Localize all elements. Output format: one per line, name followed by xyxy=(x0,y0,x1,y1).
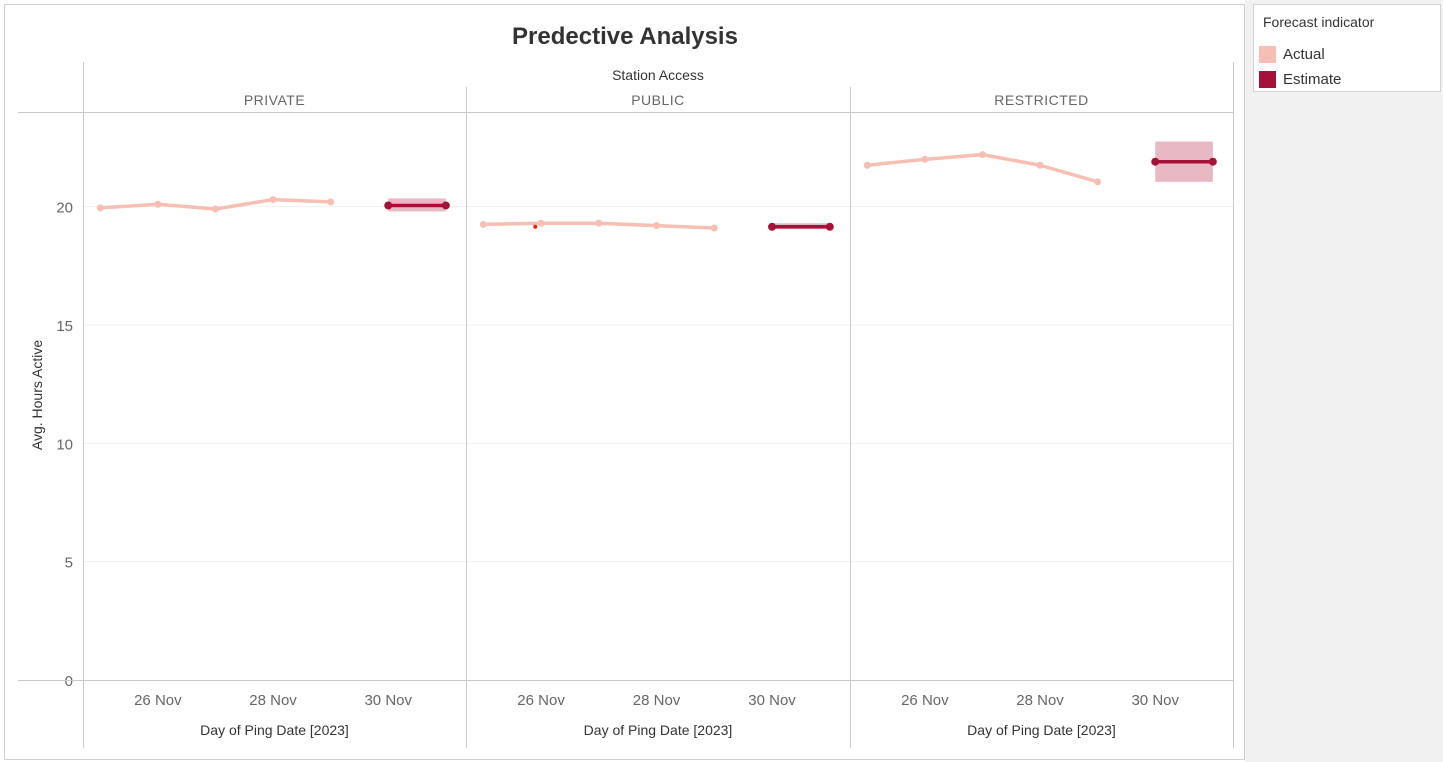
facet-header-private: PRIVATE xyxy=(244,92,305,108)
x-tick-label: 30 Nov xyxy=(748,692,796,709)
x-tick-label: 30 Nov xyxy=(1131,692,1179,709)
chart: Predective Analysis Station Access Avg. … xyxy=(0,0,1245,762)
x-tick-label: 28 Nov xyxy=(249,692,297,709)
highlight-point xyxy=(533,225,537,229)
y-tick-label: 5 xyxy=(65,555,73,572)
estimate-point xyxy=(1151,158,1159,166)
x-axis-title: Day of Ping Date [2023] xyxy=(200,722,349,738)
x-tick-label: 30 Nov xyxy=(364,692,412,709)
actual-point xyxy=(595,220,602,227)
actual-series-line xyxy=(867,155,1097,182)
x-tick-label: 28 Nov xyxy=(1016,692,1064,709)
estimate-point xyxy=(768,223,776,231)
legend: Forecast indicator Actual Estimate xyxy=(1253,4,1441,92)
legend-swatch-actual xyxy=(1259,46,1276,63)
actual-point xyxy=(1094,178,1101,185)
x-axis-title: Day of Ping Date [2023] xyxy=(584,722,733,738)
actual-point xyxy=(864,162,871,169)
legend-label-actual: Actual xyxy=(1283,46,1325,63)
actual-point xyxy=(538,220,545,227)
legend-label-estimate: Estimate xyxy=(1283,71,1341,88)
actual-point xyxy=(327,198,334,205)
y-tick-label: 0 xyxy=(65,673,73,690)
estimate-point xyxy=(384,201,392,209)
actual-point xyxy=(480,221,487,228)
actual-point xyxy=(270,196,277,203)
estimate-point xyxy=(826,223,834,231)
actual-point xyxy=(1037,162,1044,169)
legend-title: Forecast indicator xyxy=(1263,14,1374,30)
actual-point xyxy=(212,206,219,213)
actual-point xyxy=(97,204,104,211)
chart-marks: 0 5 10 15 20 PRIVATE 26 Nov 28 Nov 30 Nov Day of … xyxy=(18,62,1234,748)
chart-title: Predective Analysis xyxy=(512,23,738,50)
estimate-point xyxy=(442,201,450,209)
x-axis-title: Day of Ping Date [2023] xyxy=(967,722,1116,738)
y-tick-label: 15 xyxy=(56,318,73,335)
estimate-point xyxy=(1209,158,1217,166)
legend-swatch-estimate xyxy=(1259,71,1276,88)
y-tick-label: 20 xyxy=(56,200,73,217)
actual-point xyxy=(653,222,660,229)
facet-header-restricted: RESTRICTED xyxy=(994,92,1088,108)
actual-point xyxy=(921,156,928,163)
column-header: Station Access xyxy=(612,67,704,83)
y-axis-title: Avg. Hours Active xyxy=(29,340,45,450)
actual-point xyxy=(711,224,718,231)
actual-point xyxy=(979,151,986,158)
x-tick-label: 26 Nov xyxy=(134,692,182,709)
x-tick-label: 28 Nov xyxy=(633,692,681,709)
actual-point xyxy=(154,201,161,208)
facet-header-public: PUBLIC xyxy=(631,92,685,108)
x-tick-label: 26 Nov xyxy=(901,692,949,709)
side-panel xyxy=(1245,0,1443,762)
y-tick-label: 10 xyxy=(56,436,73,453)
x-tick-label: 26 Nov xyxy=(517,692,565,709)
